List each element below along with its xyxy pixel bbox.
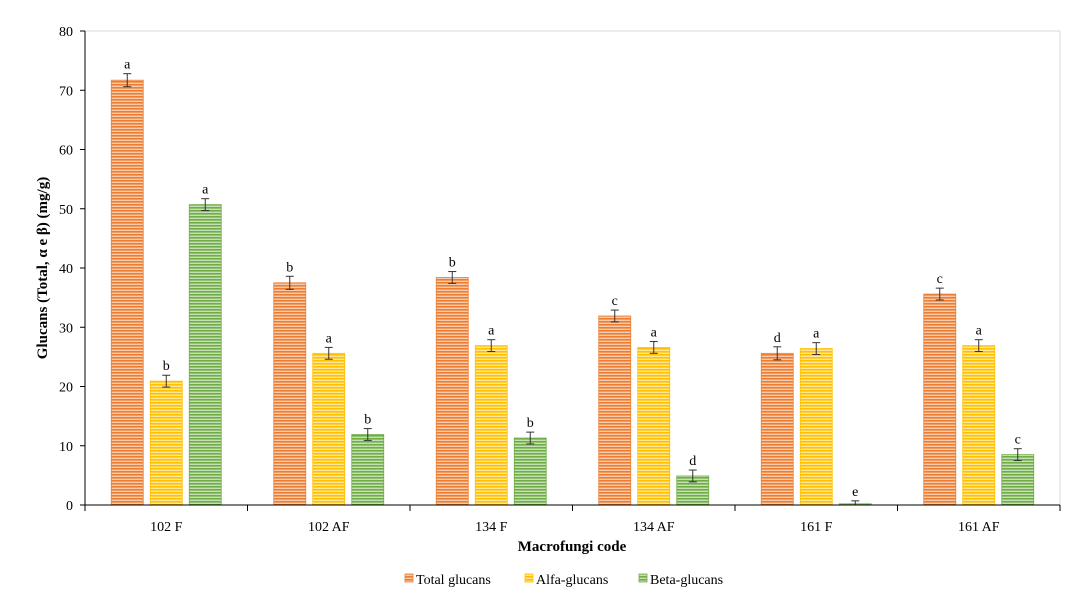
significance-letter: b xyxy=(163,359,170,374)
y-tick-label: 0 xyxy=(66,499,73,514)
bar xyxy=(474,345,508,506)
x-tick-label: 161 AF xyxy=(958,520,1000,535)
significance-letter: e xyxy=(852,485,858,500)
legend-swatch xyxy=(524,573,534,583)
x-tick-label: 161 F xyxy=(800,520,833,535)
y-axis-title: Glucans (Total, α e β) (mg/g) xyxy=(35,177,51,359)
legend: Total glucans Alfa-glucans Beta-glucans xyxy=(404,573,723,588)
legend-label: Alfa-glucans xyxy=(536,573,608,588)
significance-letter: d xyxy=(689,454,696,469)
significance-letter: a xyxy=(488,324,495,339)
significance-letter: d xyxy=(774,331,781,346)
x-tick-label: 134 AF xyxy=(633,520,675,535)
bar xyxy=(435,277,469,506)
bar xyxy=(351,434,385,506)
bar xyxy=(110,79,144,506)
bar xyxy=(1001,454,1035,506)
bar xyxy=(513,437,547,506)
x-axis-title: Macrofungi code xyxy=(518,539,627,555)
bar xyxy=(923,293,957,506)
bar xyxy=(598,315,632,506)
legend-label: Total glucans xyxy=(416,573,491,588)
significance-letter: b xyxy=(449,256,456,271)
bar xyxy=(312,352,346,506)
significance-letter: a xyxy=(202,183,209,198)
bar xyxy=(188,204,222,506)
bar xyxy=(799,348,833,506)
bar xyxy=(637,346,671,506)
legend-swatch xyxy=(638,573,648,583)
y-tick-label: 40 xyxy=(59,262,73,277)
y-tick-label: 30 xyxy=(59,321,73,336)
significance-letter: a xyxy=(976,324,983,339)
bar xyxy=(962,345,996,506)
x-tick-label: 102 AF xyxy=(308,520,350,535)
significance-letter: c xyxy=(1015,433,1021,448)
significance-letter: a xyxy=(813,327,820,342)
y-tick-label: 70 xyxy=(59,84,73,99)
y-tick-label: 60 xyxy=(59,144,73,159)
y-tick-label: 20 xyxy=(59,381,73,396)
significance-letter: a xyxy=(651,325,658,340)
bar xyxy=(149,380,183,506)
y-tick-label: 80 xyxy=(59,25,73,40)
x-tick-label: 102 F xyxy=(150,520,183,535)
bars-group: a b b c d c b a a a a a a b b d e c xyxy=(110,58,1035,506)
significance-letter: c xyxy=(937,272,943,287)
bar xyxy=(273,282,307,506)
legend-label: Beta-glucans xyxy=(650,573,723,588)
bar xyxy=(760,352,794,506)
significance-letter: b xyxy=(527,416,534,431)
legend-swatch xyxy=(404,573,414,583)
y-tick-label: 50 xyxy=(59,203,73,218)
significance-letter: b xyxy=(364,413,371,428)
y-axis: 0 10 20 30 40 50 60 70 80 xyxy=(59,25,85,514)
x-tick-label: 134 F xyxy=(475,520,508,535)
x-axis: 102 F 102 AF 134 F 134 AF 161 F 161 AF xyxy=(84,505,1061,535)
y-tick-label: 10 xyxy=(59,440,73,455)
plot-area-frame xyxy=(84,30,1061,506)
significance-letter: b xyxy=(286,260,293,275)
significance-letter: c xyxy=(612,294,618,309)
significance-letter: a xyxy=(326,331,333,346)
bar xyxy=(676,475,710,506)
significance-letter: a xyxy=(124,58,131,73)
